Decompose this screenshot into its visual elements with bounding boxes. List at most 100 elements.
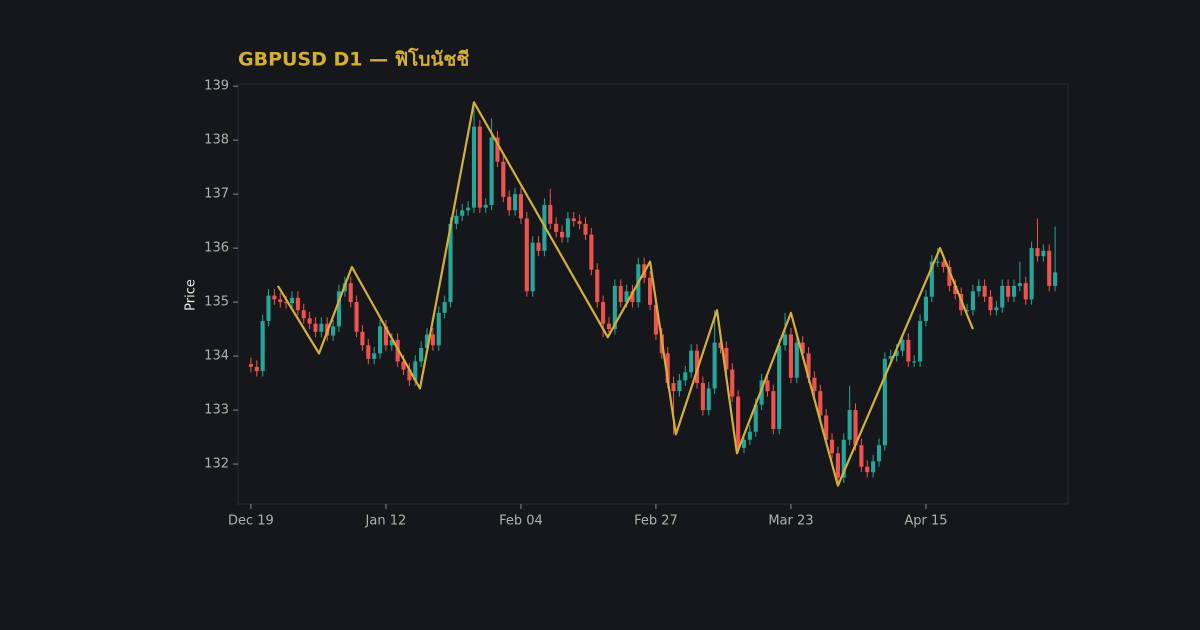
candle-body — [577, 221, 582, 224]
candle-body — [677, 380, 682, 392]
candle-body — [765, 380, 770, 392]
candle-body — [970, 291, 975, 311]
zigzag-line — [276, 101, 974, 487]
candle-body — [407, 369, 412, 381]
candle-body — [589, 234, 594, 270]
candle-body — [788, 334, 793, 378]
candle-body — [953, 285, 958, 294]
candle-body — [548, 204, 553, 224]
candle-body — [923, 296, 929, 321]
candle-body — [741, 439, 747, 448]
candle-body — [694, 350, 700, 384]
candle-body — [882, 358, 887, 446]
candle-body — [336, 291, 342, 327]
candle-body — [876, 445, 882, 462]
x-tick-label: Mar 23 — [768, 514, 813, 529]
candle-body — [1029, 248, 1034, 300]
candle-body — [313, 323, 318, 332]
candle-body — [665, 353, 670, 384]
candle-body — [383, 326, 388, 346]
candle-body — [841, 439, 846, 478]
y-axis-label: Price — [184, 279, 199, 311]
candle-body — [783, 334, 788, 346]
y-tick-label: 132 — [204, 457, 229, 472]
candle-body — [718, 342, 723, 348]
candle-body — [871, 461, 876, 473]
candle-body — [1041, 250, 1046, 257]
candle-body — [859, 445, 864, 467]
candle-body — [964, 310, 970, 312]
candle-body — [1047, 250, 1052, 286]
chart-title: GBPUSD D1 — ฟิโบนัชชี — [238, 48, 469, 71]
candle-body — [436, 312, 441, 346]
candle-body — [559, 231, 565, 238]
candle-body — [1053, 272, 1058, 286]
candle-body — [982, 285, 987, 297]
y-tick-label: 139 — [204, 79, 229, 94]
candle-body — [894, 350, 899, 357]
candle-body — [1000, 285, 1005, 308]
candle-body — [918, 320, 923, 362]
candle-body — [401, 361, 406, 370]
candle-body — [266, 295, 271, 321]
candle-body — [595, 269, 600, 303]
candle-body — [900, 339, 905, 351]
candle-body — [941, 261, 946, 268]
candle-body — [295, 297, 300, 311]
candle-body — [630, 291, 635, 303]
y-tick-label: 136 — [204, 241, 229, 256]
y-tick-label: 135 — [204, 295, 229, 310]
x-tick-label: Feb 27 — [634, 514, 678, 529]
y-tick-label: 137 — [204, 187, 229, 202]
candle-body — [583, 223, 588, 235]
candle-body — [571, 218, 576, 222]
candle-body — [812, 377, 817, 392]
x-tick-label: Dec 19 — [228, 514, 274, 529]
candle-body — [612, 285, 617, 330]
candle-body — [272, 295, 277, 300]
candle-body — [730, 369, 735, 397]
candle-body — [806, 353, 811, 378]
candle-body — [601, 302, 606, 324]
candle-body — [536, 242, 541, 251]
candle-body — [847, 410, 852, 440]
candle-body — [671, 383, 676, 392]
candle-body — [554, 223, 559, 232]
candle-body — [372, 353, 377, 359]
candle-body — [988, 296, 993, 311]
candle-body — [477, 126, 482, 208]
candle-body — [747, 431, 752, 440]
candle-body — [777, 345, 782, 429]
candle-body — [513, 194, 518, 211]
candle-body — [829, 439, 835, 454]
candle-body — [683, 372, 688, 381]
candle-body — [430, 334, 435, 346]
candle-body — [736, 396, 741, 448]
candle-body — [460, 210, 465, 216]
candle-body — [413, 361, 418, 381]
candle-body — [366, 345, 371, 359]
candle-body — [377, 326, 383, 354]
candle-body — [471, 126, 477, 208]
candle-body — [360, 331, 365, 346]
candle-body — [454, 215, 459, 224]
candle-body — [800, 342, 805, 354]
candle-body — [565, 218, 570, 238]
candle-body — [530, 242, 535, 292]
candle-body — [319, 323, 324, 332]
y-tick-label: 134 — [204, 349, 229, 364]
candle-body — [254, 366, 259, 372]
candle-body — [466, 207, 471, 211]
candle-body — [489, 137, 494, 205]
y-tick-label: 133 — [204, 403, 229, 418]
candle-body — [712, 342, 717, 389]
candle-body — [424, 334, 430, 348]
candle-body — [495, 137, 500, 162]
y-tick-label: 138 — [204, 133, 229, 148]
x-tick-label: Feb 04 — [499, 514, 543, 529]
candle-body — [448, 223, 453, 303]
candle-body — [706, 388, 711, 411]
candle-body — [348, 283, 353, 303]
candle-body — [501, 161, 506, 197]
